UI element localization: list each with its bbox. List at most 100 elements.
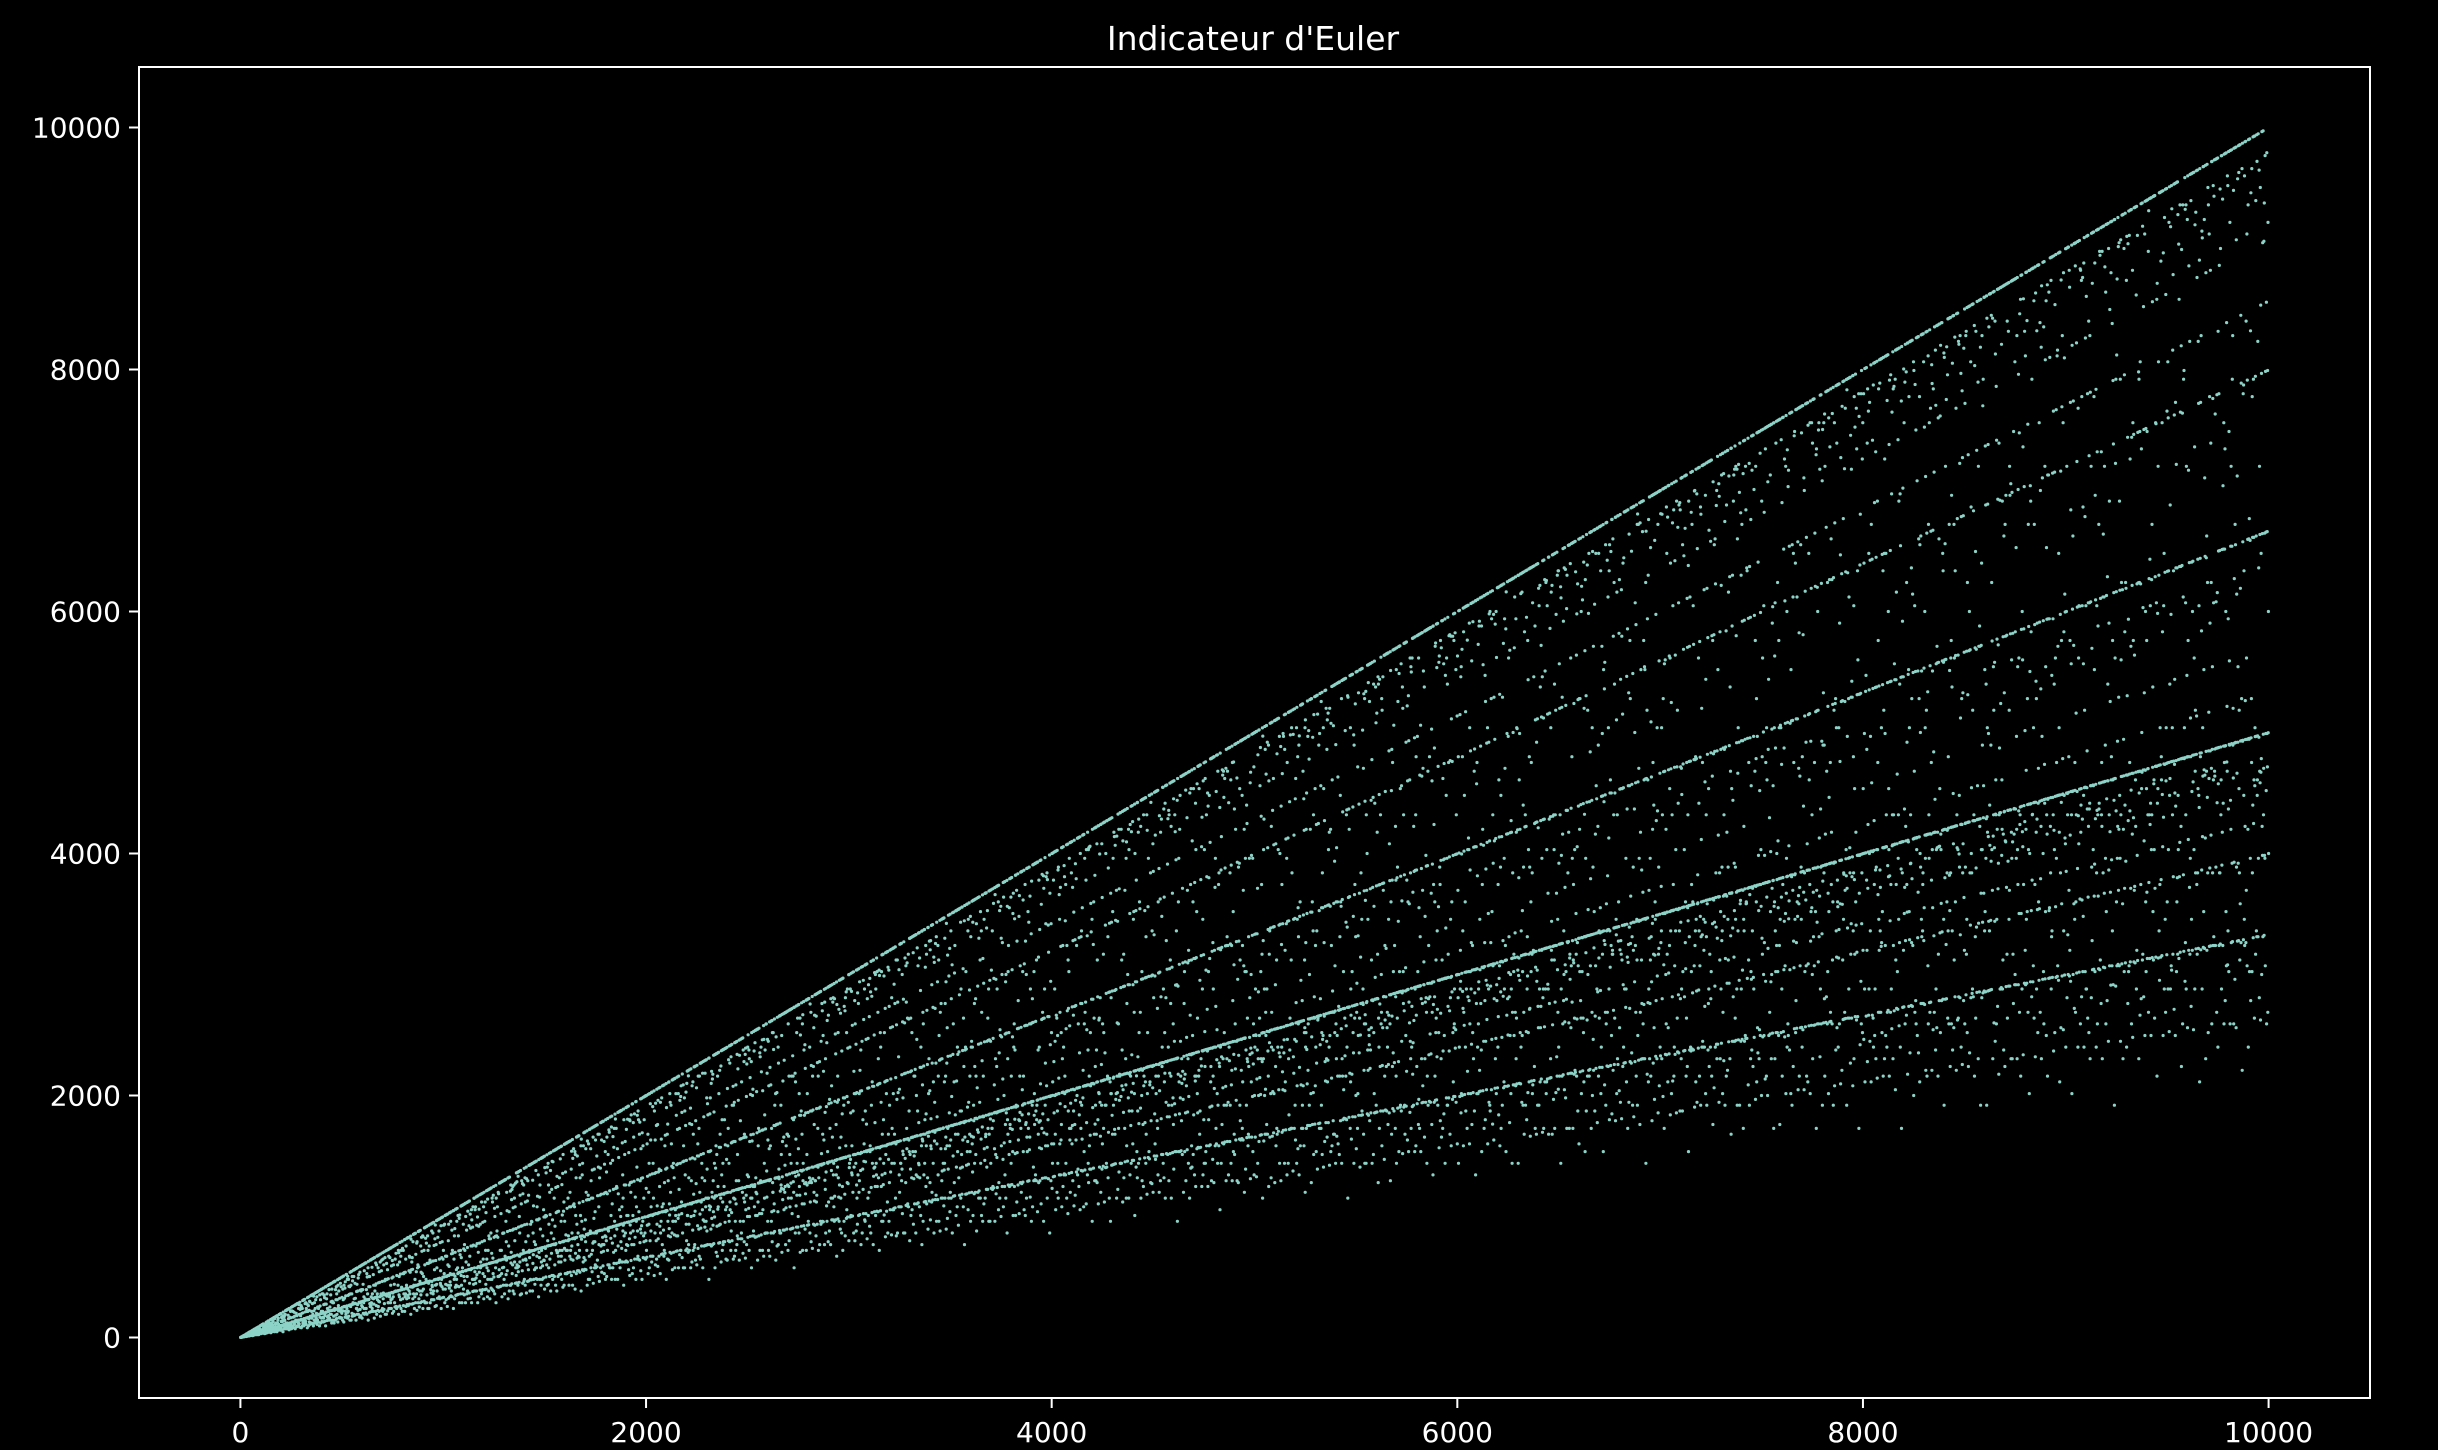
data-point	[559, 1260, 563, 1264]
data-point	[411, 1240, 415, 1244]
data-point	[788, 1205, 792, 1209]
data-point	[992, 1083, 996, 1087]
data-point	[1035, 1118, 1039, 1122]
data-point	[999, 904, 1003, 908]
data-point	[973, 1064, 977, 1069]
data-point	[1144, 796, 1148, 800]
data-point	[937, 958, 941, 962]
data-point	[730, 1239, 734, 1243]
data-point	[527, 1193, 531, 1197]
data-point	[636, 1254, 640, 1258]
data-point	[1197, 787, 1201, 791]
data-point	[350, 1292, 354, 1296]
data-point	[893, 1196, 898, 1200]
data-point	[555, 1289, 559, 1293]
data-point	[571, 1258, 575, 1262]
data-point	[435, 1266, 439, 1270]
data-point	[597, 1279, 602, 1283]
data-point	[680, 1256, 684, 1260]
data-point	[1178, 1039, 1183, 1043]
data-point	[714, 1250, 718, 1254]
data-point	[802, 1202, 806, 1206]
data-point	[613, 1117, 618, 1121]
data-point	[1003, 1184, 1007, 1189]
data-point	[359, 1314, 363, 1318]
data-point	[691, 1080, 695, 1084]
data-point	[876, 1176, 881, 1180]
data-point	[1103, 1051, 1107, 1055]
data-point	[824, 1105, 829, 1109]
data-point	[578, 1213, 583, 1218]
data-point	[398, 1272, 402, 1276]
data-point	[1245, 803, 1249, 807]
data-point	[318, 1298, 323, 1302]
data-point	[488, 1237, 493, 1241]
data-point	[468, 1254, 472, 1258]
data-point	[1072, 910, 1076, 914]
data-point	[912, 1177, 916, 1181]
data-point	[1141, 1184, 1145, 1189]
data-point	[922, 1173, 926, 1177]
data-point	[860, 1089, 864, 1093]
data-point	[439, 1306, 443, 1311]
data-point	[429, 1288, 433, 1292]
data-point	[797, 1184, 802, 1189]
data-point	[689, 1214, 693, 1219]
data-point	[485, 1257, 489, 1261]
data-point	[695, 1263, 699, 1267]
data-point	[1218, 805, 1222, 810]
data-point	[464, 1214, 468, 1219]
data-point	[862, 1142, 866, 1146]
data-point	[494, 1196, 498, 1200]
data-point	[1131, 1142, 1135, 1146]
data-point	[487, 1289, 491, 1293]
data-point	[522, 1277, 527, 1281]
data-point	[1022, 1208, 1026, 1212]
data-point	[1220, 1122, 1224, 1127]
data-point	[1081, 1096, 1085, 1100]
data-point	[851, 970, 856, 974]
data-point	[901, 1096, 905, 1100]
data-point	[1219, 1161, 1223, 1165]
data-point	[1214, 1126, 1218, 1130]
data-point	[877, 973, 882, 978]
data-point	[835, 1158, 839, 1162]
data-point	[583, 1218, 588, 1222]
data-point	[301, 1311, 305, 1315]
data-point	[271, 1319, 275, 1324]
data-point	[1092, 1082, 1096, 1086]
data-point	[979, 929, 983, 933]
data-point	[756, 1200, 760, 1204]
data-point	[748, 1076, 752, 1080]
data-point	[1062, 864, 1066, 868]
data-point	[558, 1157, 562, 1161]
data-point	[1116, 1022, 1120, 1026]
data-point	[1179, 1119, 1184, 1123]
data-point	[793, 1115, 797, 1119]
data-point	[823, 1187, 827, 1191]
data-point	[1078, 835, 1082, 839]
data-point	[1151, 842, 1155, 846]
data-point	[889, 1233, 894, 1237]
data-point	[328, 1305, 332, 1309]
data-point	[1156, 1173, 1160, 1177]
data-point	[968, 1074, 972, 1078]
data-point	[375, 1292, 379, 1296]
data-point	[919, 1213, 923, 1218]
data-point	[391, 1275, 395, 1279]
data-point	[584, 1190, 588, 1194]
data-point	[825, 1018, 829, 1023]
data-point	[1249, 853, 1254, 858]
data-point	[1093, 1064, 1097, 1069]
data-point	[396, 1263, 400, 1267]
data-point	[475, 1215, 480, 1219]
data-point	[985, 926, 989, 930]
data-point	[918, 956, 922, 960]
data-point	[605, 1248, 610, 1252]
data-point	[1236, 1181, 1240, 1185]
data-point	[322, 1293, 326, 1297]
data-point	[605, 1135, 609, 1139]
data-point	[939, 1147, 943, 1151]
data-point	[1124, 1057, 1128, 1061]
